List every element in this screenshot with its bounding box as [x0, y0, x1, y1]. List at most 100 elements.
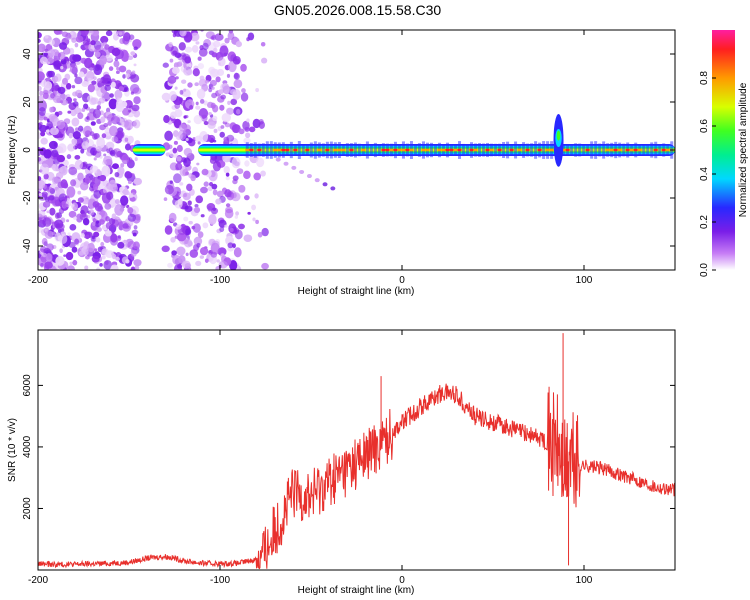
noise-blob	[71, 246, 78, 253]
noise-blob	[183, 66, 193, 76]
noise-blob	[193, 236, 203, 246]
noise-blob	[91, 221, 96, 227]
noise-blob	[195, 195, 204, 204]
noise-blob	[109, 149, 116, 157]
side-streak-blob	[275, 157, 281, 162]
ridge-halo	[602, 141, 606, 159]
noise-blob	[252, 217, 256, 222]
noise-blob	[67, 232, 71, 236]
noise-blob	[127, 180, 132, 185]
noise-blob	[67, 265, 75, 270]
noise-blob	[115, 70, 120, 75]
ridge-halo	[658, 144, 662, 156]
noise-blob	[68, 132, 73, 139]
noise-blob	[173, 140, 178, 145]
noise-blob	[133, 63, 137, 67]
snr-series-line	[38, 333, 675, 570]
noise-blob	[209, 79, 217, 87]
noise-blob	[65, 251, 74, 261]
noise-blob	[39, 90, 44, 96]
noise-blob	[93, 157, 97, 161]
noise-blob	[82, 218, 90, 226]
ridge-hotspot	[393, 148, 398, 152]
ridge-hotspot	[449, 148, 454, 152]
ridge-halo	[646, 144, 650, 156]
noise-blob	[111, 47, 121, 57]
noise-blob	[103, 155, 113, 166]
noise-blob	[215, 198, 222, 205]
noise-blob	[126, 191, 130, 196]
noise-blob	[110, 264, 119, 270]
noise-blob	[92, 108, 101, 119]
noise-blob	[183, 88, 187, 92]
ridge-hotspot	[317, 148, 322, 152]
noise-blob	[213, 40, 221, 48]
noise-blob	[176, 232, 187, 242]
colorbar-label: Normalized spectral amplitude	[738, 82, 749, 217]
noise-blob	[179, 30, 187, 37]
noise-blob	[213, 128, 218, 133]
noise-blob	[203, 181, 209, 187]
noise-blob	[93, 231, 100, 238]
ridge-halo	[265, 141, 269, 159]
noise-blob	[71, 37, 77, 43]
noise-blob	[132, 232, 137, 237]
noise-blob	[184, 263, 192, 269]
noise-blob	[196, 162, 200, 166]
noise-blob	[195, 260, 202, 266]
noise-blob	[120, 163, 125, 168]
noise-blob	[81, 81, 89, 88]
noise-blob	[168, 90, 177, 102]
side-streak-blob	[314, 178, 320, 183]
ridge-hotspot	[293, 148, 298, 152]
noise-blob	[175, 131, 183, 141]
noise-blob	[225, 172, 230, 177]
noise-blob	[225, 176, 230, 181]
noise-blob	[227, 100, 231, 105]
noise-blob	[109, 125, 119, 137]
noise-blob	[209, 157, 217, 164]
noise-blob	[161, 92, 171, 101]
noise-blob	[78, 250, 84, 256]
noise-blob	[235, 211, 240, 216]
noise-blob	[212, 115, 218, 122]
ridge-hotspot	[349, 148, 354, 152]
noise-blob	[94, 202, 103, 212]
snr-panel: -200 -100 0 100 2000 4000 6000 Height of strai…	[7, 329, 676, 596]
noise-blob	[164, 184, 174, 195]
noise-blob	[211, 34, 216, 41]
noise-blob	[45, 253, 53, 262]
ridge-hotspot	[305, 148, 310, 152]
noise-blob	[230, 98, 238, 106]
ridge-hotspot	[401, 148, 406, 152]
ridge-halo	[433, 144, 437, 156]
noise-blob	[116, 66, 120, 71]
noise-blob	[207, 205, 213, 212]
ridge-halo	[301, 144, 305, 156]
noise-blob	[86, 70, 95, 81]
noise-blob	[163, 115, 170, 124]
ridge-hotspot	[249, 148, 254, 152]
noise-blob	[61, 31, 69, 38]
noise-blob	[200, 214, 205, 218]
noise-blob	[82, 248, 89, 256]
noise-blob	[213, 139, 217, 143]
noise-blob	[44, 35, 49, 39]
noise-blob	[51, 176, 59, 185]
side-streak-blob	[322, 182, 328, 187]
noise-blob	[113, 60, 120, 68]
noise-blob	[261, 262, 269, 270]
noise-blob	[59, 100, 64, 104]
ridge-hotspot	[453, 148, 458, 152]
ridge-halo	[590, 141, 594, 159]
noise-blob	[42, 92, 49, 100]
noise-blob	[58, 167, 63, 173]
noise-blob	[44, 48, 48, 52]
noise-blob	[172, 147, 178, 154]
y-tick-label: 0	[22, 147, 33, 153]
noise-blob	[99, 174, 107, 182]
noise-blob	[189, 249, 199, 258]
noise-blob	[171, 66, 180, 75]
noise-blob	[246, 118, 250, 123]
